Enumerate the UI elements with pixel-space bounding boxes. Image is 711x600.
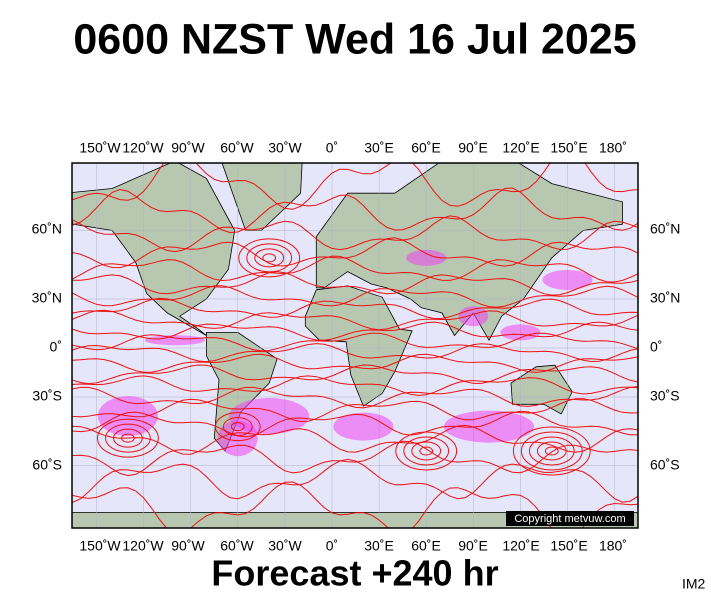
isobar [72,424,638,455]
rain-area [406,249,447,266]
isobar-cell [214,412,261,442]
isobar [72,458,638,503]
isobar-cell [105,423,151,453]
isobar [72,353,638,373]
isobar [72,297,638,320]
landmass [510,364,573,415]
longitude-label: 0˚ [326,140,338,156]
isobar [72,343,638,363]
isobar [72,398,638,423]
isobar-cell [512,426,591,476]
isobar-cell [262,253,277,263]
isobar-cell [222,417,253,437]
isobar-cell [528,436,575,466]
isobar [72,285,638,308]
longitude-label: 30˚W [268,538,302,554]
rain-area [444,410,534,443]
longitude-label: 60˚E [411,140,441,156]
longitude-label: 30˚W [268,140,302,156]
isobar-cell [536,441,567,461]
isobar [72,163,638,210]
longitude-label: 90˚W [171,538,205,554]
latitude-label: 0˚ [50,339,62,355]
latitude-label: 30˚N [650,290,680,306]
copyright: Copyright metvuw.com [514,513,625,525]
isobar-cell [544,446,559,456]
rain-area [542,269,593,290]
longitude-label: 150˚W [79,538,121,554]
isobar-cell [403,436,450,466]
longitude-label: 60˚W [220,538,254,554]
rain-area [500,324,541,341]
latitude-label: 30˚S [32,388,62,404]
latitude-label: 60˚S [32,457,62,473]
longitude-label: 180˚ [599,538,627,554]
isobar [72,321,638,341]
isobar-cell [97,418,159,458]
isobar-cell [230,422,245,432]
rain-area [333,412,394,441]
latitude-label: 0˚ [650,339,662,355]
longitude-label: 0˚ [326,538,338,554]
longitude-label: 120˚E [502,538,539,554]
isobar-cell [419,446,434,456]
forecast-label: Forecast +240 hr [211,553,498,594]
isobar-cell [520,431,583,471]
isobar-cell [121,433,135,443]
isobar [72,237,638,269]
isobar [72,364,638,385]
isobar [72,271,638,296]
isobar [72,187,638,234]
copyright-box [506,511,634,526]
longitude-label: 120˚W [122,538,164,554]
longitude-label: 60˚E [411,538,441,554]
longitude-label: 30˚E [364,140,394,156]
longitude-label: 60˚W [220,140,254,156]
isobar [72,410,638,438]
image-id: IM2 [682,576,706,592]
longitude-label: 90˚E [458,538,488,554]
map-content [72,163,638,528]
isobar-cell [246,243,293,273]
latitude-label: 60˚N [32,221,62,237]
isobar [72,386,638,409]
latitude-label: 30˚S [650,388,680,404]
longitude-label: 180˚ [599,140,627,156]
map-title: 0600 NZST Wed 16 Jul 2025 [73,15,636,63]
isobar [72,375,638,396]
isobar [72,440,638,477]
longitude-label: 150˚E [550,538,587,554]
longitude-label: 120˚E [502,140,539,156]
longitude-label: 150˚W [79,140,121,156]
isobar-cell [254,248,285,268]
latitude-label: 60˚N [650,221,680,237]
isobar [72,255,638,283]
longitude-label: 150˚E [550,140,587,156]
isobar-cell [113,428,143,448]
isobar-cell [411,441,442,461]
latitude-label: 30˚N [32,290,62,306]
longitude-label: 90˚E [458,140,488,156]
longitude-label: 120˚W [122,140,164,156]
longitude-label: 90˚W [171,140,205,156]
isobar [72,309,638,331]
landmass [72,512,638,528]
longitude-label: 30˚E [364,538,394,554]
isobar-cell [395,431,458,471]
isobar-cell [238,238,301,278]
rain-area [145,335,205,346]
map-frame [71,162,639,529]
latitude-label: 60˚S [650,457,680,473]
isobar [72,332,638,352]
